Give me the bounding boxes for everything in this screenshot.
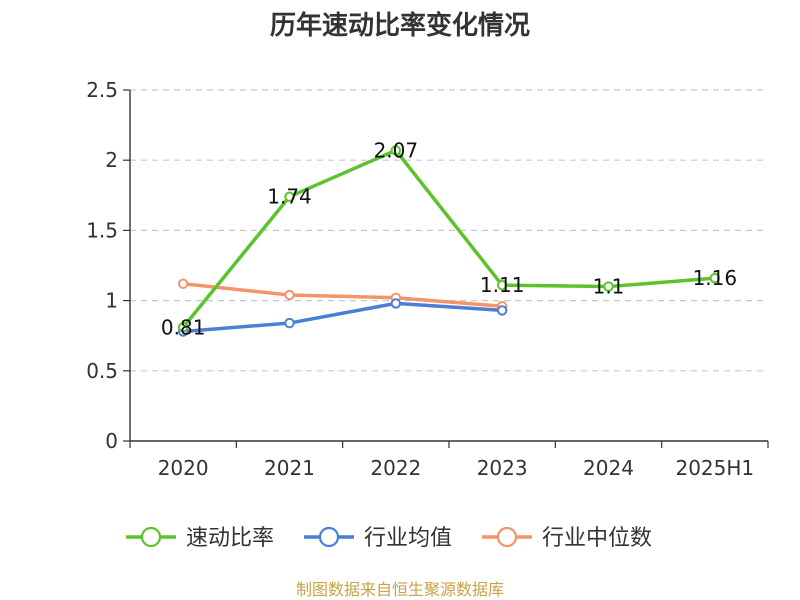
data-point: [284, 317, 295, 329]
x-tick-label: 2024: [583, 456, 634, 480]
series-line: [181, 148, 715, 329]
x-tick-label: 2022: [370, 456, 421, 480]
y-tick-label: 1: [105, 289, 118, 313]
axes: 0 0.5 1 1.5 2 2.5 2020 2021 2022 2023 2024 2025H1: [86, 78, 769, 480]
series-group: 0.81 1.74 2.07 1.11 1.1 1.16: [161, 138, 737, 339]
y-tick-label: 0.5: [86, 359, 118, 383]
series-line: [182, 282, 503, 308]
legend: 速动比率 行业均值 行业中位数: [126, 526, 652, 551]
data-point: [603, 281, 614, 292]
y-tick-label: 1.5: [86, 218, 118, 242]
data-point: [390, 298, 402, 309]
data-label: 1.1: [593, 275, 625, 299]
data-label: 2.07: [374, 138, 419, 162]
x-tick-label: 2023: [477, 456, 528, 480]
y-tick-label: 2.5: [86, 78, 118, 102]
x-tick-label: 2021: [264, 456, 315, 480]
source-note: 制图数据来自恒生聚源数据库: [296, 580, 504, 599]
data-point: [390, 145, 402, 156]
legend-label: 行业中位数: [542, 526, 652, 551]
data-label: 1.16: [693, 266, 738, 290]
data-label: 0.81: [161, 315, 206, 339]
data-point: [496, 279, 508, 291]
chart-title: 历年速动比率变化情况: [270, 10, 530, 41]
data-point: [709, 272, 721, 284]
y-tick-label: 2: [105, 148, 118, 172]
legend-label: 速动比率: [186, 526, 274, 551]
data-point: [496, 305, 508, 316]
data-point: [177, 278, 189, 289]
x-tick-label: 2025H1: [675, 456, 754, 480]
legend-label: 行业均值: [364, 526, 452, 551]
legend-marker: [140, 526, 162, 548]
x-tick-label: 2020: [158, 456, 209, 480]
data-label: 1.74: [267, 185, 312, 209]
data-label: 1.11: [480, 273, 525, 297]
y-tick-label: 0: [105, 429, 118, 453]
legend-marker: [496, 526, 518, 548]
data-point: [284, 191, 295, 202]
data-point: [284, 289, 295, 301]
data-point: [177, 322, 189, 333]
series-line: [183, 301, 503, 334]
legend-marker: [318, 526, 340, 548]
